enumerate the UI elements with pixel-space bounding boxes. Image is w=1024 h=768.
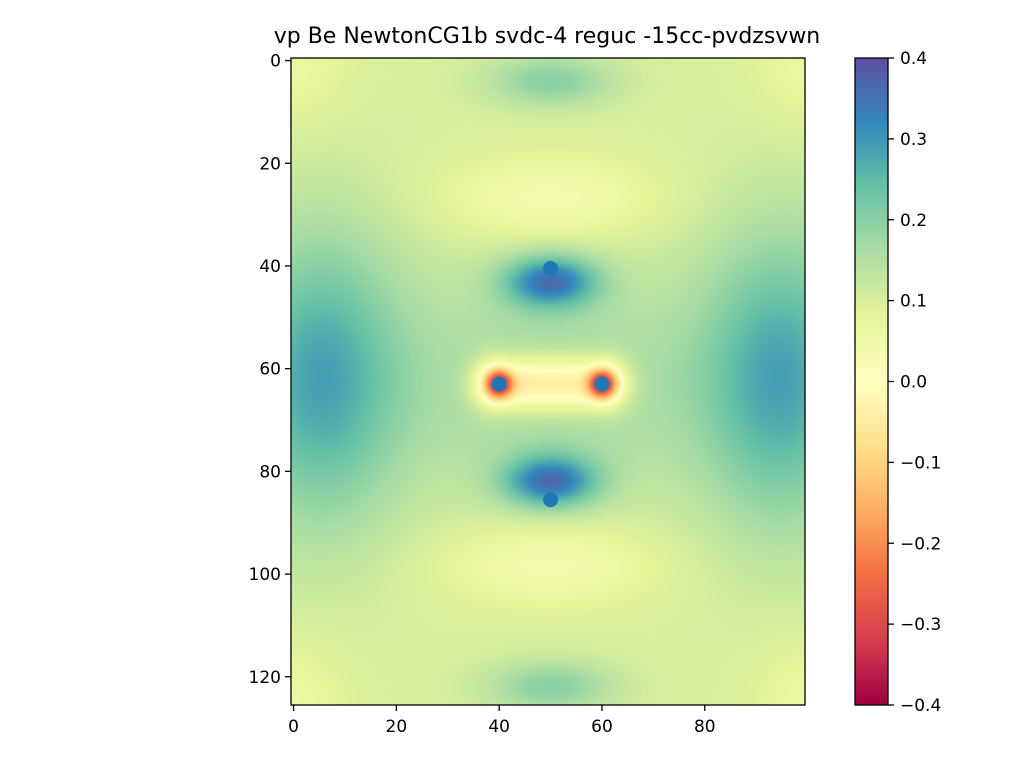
heatmap-image — [291, 58, 805, 705]
x-axis: 0 20 40 60 80 — [288, 705, 716, 737]
colorbar-tick-label: −0.3 — [900, 615, 941, 635]
colorbar-tick-label: −0.1 — [900, 453, 941, 473]
y-axis: 0 20 40 60 80 100 120 — [249, 52, 291, 688]
x-tick-label: 80 — [694, 717, 716, 737]
x-tick-label: 40 — [488, 717, 510, 737]
colorbar-tick-label: −0.2 — [900, 534, 941, 554]
y-tick-label: 0 — [270, 52, 281, 72]
colorbar-axis: 0.4 0.3 0.2 0.1 0.0 −0.1 −0.2 −0.3 −0.4 — [888, 49, 941, 716]
x-tick-label: 0 — [288, 717, 299, 737]
x-tick-label: 60 — [591, 717, 613, 737]
plot-frame — [290, 57, 806, 706]
colorbar-tick-label: 0.1 — [900, 292, 927, 312]
colorbar-tick-label: 0.2 — [900, 211, 927, 231]
colorbar-tick-label: −0.4 — [900, 696, 941, 716]
scatter-point-0 — [543, 261, 559, 277]
colorbar-tick-label: 0.4 — [900, 49, 927, 69]
y-tick-label: 80 — [259, 462, 281, 482]
scatter-points — [491, 261, 610, 508]
colorbar-tick-label: 0.0 — [900, 373, 927, 393]
y-tick-label: 120 — [249, 668, 281, 688]
colorbar-tick-label: 0.3 — [900, 130, 927, 150]
scatter-point-3 — [543, 492, 559, 508]
scatter-point-1 — [491, 376, 507, 392]
colorbar — [854, 57, 889, 706]
y-tick-label: 60 — [259, 360, 281, 380]
chart-title: vp Be NewtonCG1b svdc-4 reguc -15cc-pvdz… — [274, 24, 821, 49]
scatter-point-2 — [594, 376, 610, 392]
y-tick-label: 100 — [249, 565, 281, 585]
y-tick-label: 20 — [259, 154, 281, 174]
y-tick-label: 40 — [259, 257, 281, 277]
x-tick-label: 20 — [386, 717, 408, 737]
